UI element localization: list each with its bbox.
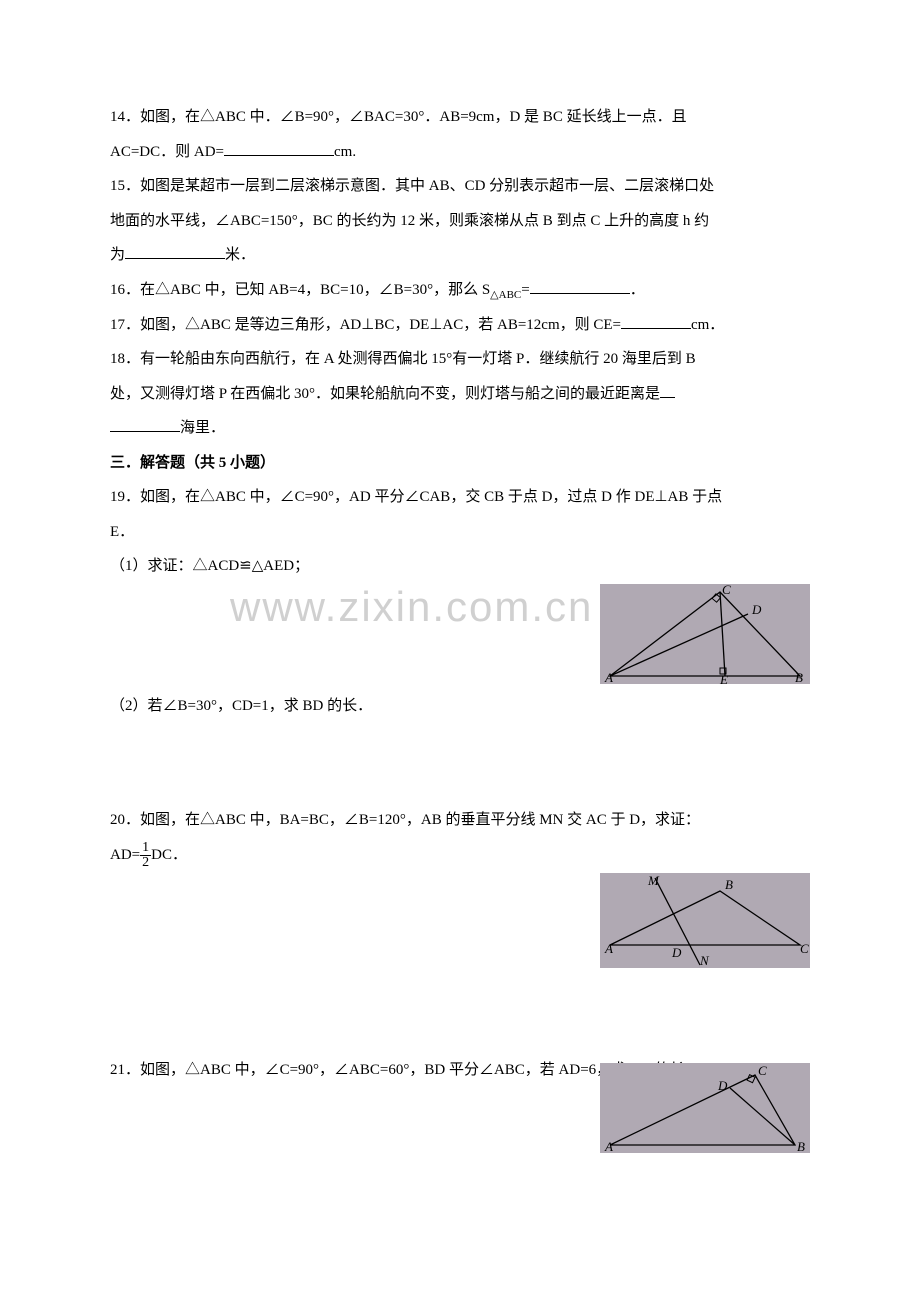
- svg-text:D: D: [671, 945, 682, 960]
- q20-text2a: AD=: [110, 838, 140, 873]
- q17-text1: 17．如图，△ABC 是等边三角形，AD⊥BC，DE⊥AC，若 AB=12cm，…: [110, 317, 621, 333]
- q19-figure: A B C D E: [600, 584, 810, 684]
- q20-figure: A B C D M N: [600, 873, 810, 968]
- q21-figure: A B C D: [600, 1063, 810, 1153]
- q14-text2: AC=DC．则 AD=: [110, 144, 224, 160]
- q14-blank: [224, 155, 334, 156]
- q14-line1: 14．如图，在△ABC 中．∠B=90°，∠BAC=30°．AB=9cm，D 是…: [110, 100, 810, 135]
- q14-text3: cm.: [334, 144, 356, 160]
- q19-line1: 19．如图，在△ABC 中，∠C=90°，AD 平分∠CAB，交 CB 于点 D…: [110, 480, 810, 515]
- q14-line2: AC=DC．则 AD= cm.: [110, 135, 810, 170]
- section3-header: 三．解答题（共 5 小题）: [110, 446, 810, 481]
- q15-line2: 地面的水平线，∠ABC=150°，BC 的长约为 12 米，则乘滚梯从点 B 到…: [110, 204, 810, 239]
- q17-text2: cm．: [691, 317, 724, 333]
- svg-text:N: N: [699, 953, 710, 968]
- q19-line2: E．: [110, 515, 810, 550]
- q20-fraction: 12: [140, 841, 151, 870]
- svg-text:C: C: [758, 1063, 767, 1078]
- q18-line2: 处，又测得灯塔 P 在西偏北 30°．如果轮船航向不变，则灯塔与船之间的最近距离…: [110, 377, 810, 412]
- q15-line1: 15．如图是某超市一层到二层滚梯示意图．其中 AB、CD 分别表示超市一层、二层…: [110, 169, 810, 204]
- q17-blank: [621, 328, 691, 329]
- q15-text4: 米．: [225, 247, 255, 263]
- q16-text2: =: [521, 282, 529, 298]
- q16-sub: △ABC: [490, 289, 521, 301]
- svg-text:A: A: [604, 670, 613, 684]
- svg-text:A: A: [604, 1139, 613, 1153]
- svg-text:B: B: [797, 1139, 805, 1153]
- q18-blank-b: [110, 431, 180, 432]
- svg-text:E: E: [719, 672, 728, 684]
- q20-line2: AD=12DC．: [110, 838, 810, 873]
- q18-line3: 海里．: [110, 411, 810, 446]
- svg-text:D: D: [751, 602, 762, 617]
- svg-text:D: D: [717, 1078, 728, 1093]
- q16-blank: [530, 293, 630, 294]
- q15-line3: 为 米．: [110, 238, 810, 273]
- svg-text:A: A: [604, 941, 613, 956]
- q15-blank: [125, 258, 225, 259]
- q20-line1: 20．如图，在△ABC 中，BA=BC，∠B=120°，AB 的垂直平分线 MN…: [110, 803, 810, 838]
- q19-sub2: （2）若∠B=30°，CD=1，求 BD 的长．: [110, 689, 810, 724]
- q18-blank-a: [660, 397, 675, 398]
- svg-text:B: B: [725, 877, 733, 892]
- q18-text2: 处，又测得灯塔 P 在西偏北 30°．如果轮船航向不变，则灯塔与船之间的最近距离…: [110, 386, 660, 402]
- q18-line1: 18．有一轮船由东向西航行，在 A 处测得西偏北 15°有一灯塔 P．继续航行 …: [110, 342, 810, 377]
- q15-text3: 为: [110, 247, 125, 263]
- svg-text:B: B: [795, 670, 803, 684]
- svg-text:C: C: [800, 941, 809, 956]
- q17-line: 17．如图，△ABC 是等边三角形，AD⊥BC，DE⊥AC，若 AB=12cm，…: [110, 308, 810, 343]
- q19-sub1: （1）求证：△ACD≌△AED；: [110, 549, 810, 584]
- svg-text:M: M: [647, 873, 660, 888]
- q16-line: 16．在△ABC 中，已知 AB=4，BC=10，∠B=30°，那么 S△ABC…: [110, 273, 810, 308]
- q16-text1: 16．在△ABC 中，已知 AB=4，BC=10，∠B=30°，那么 S: [110, 282, 490, 298]
- q16-text3: ．: [630, 282, 645, 298]
- q18-text3: 海里．: [180, 420, 225, 436]
- svg-text:C: C: [722, 584, 731, 597]
- q20-text2b: DC．: [151, 838, 187, 873]
